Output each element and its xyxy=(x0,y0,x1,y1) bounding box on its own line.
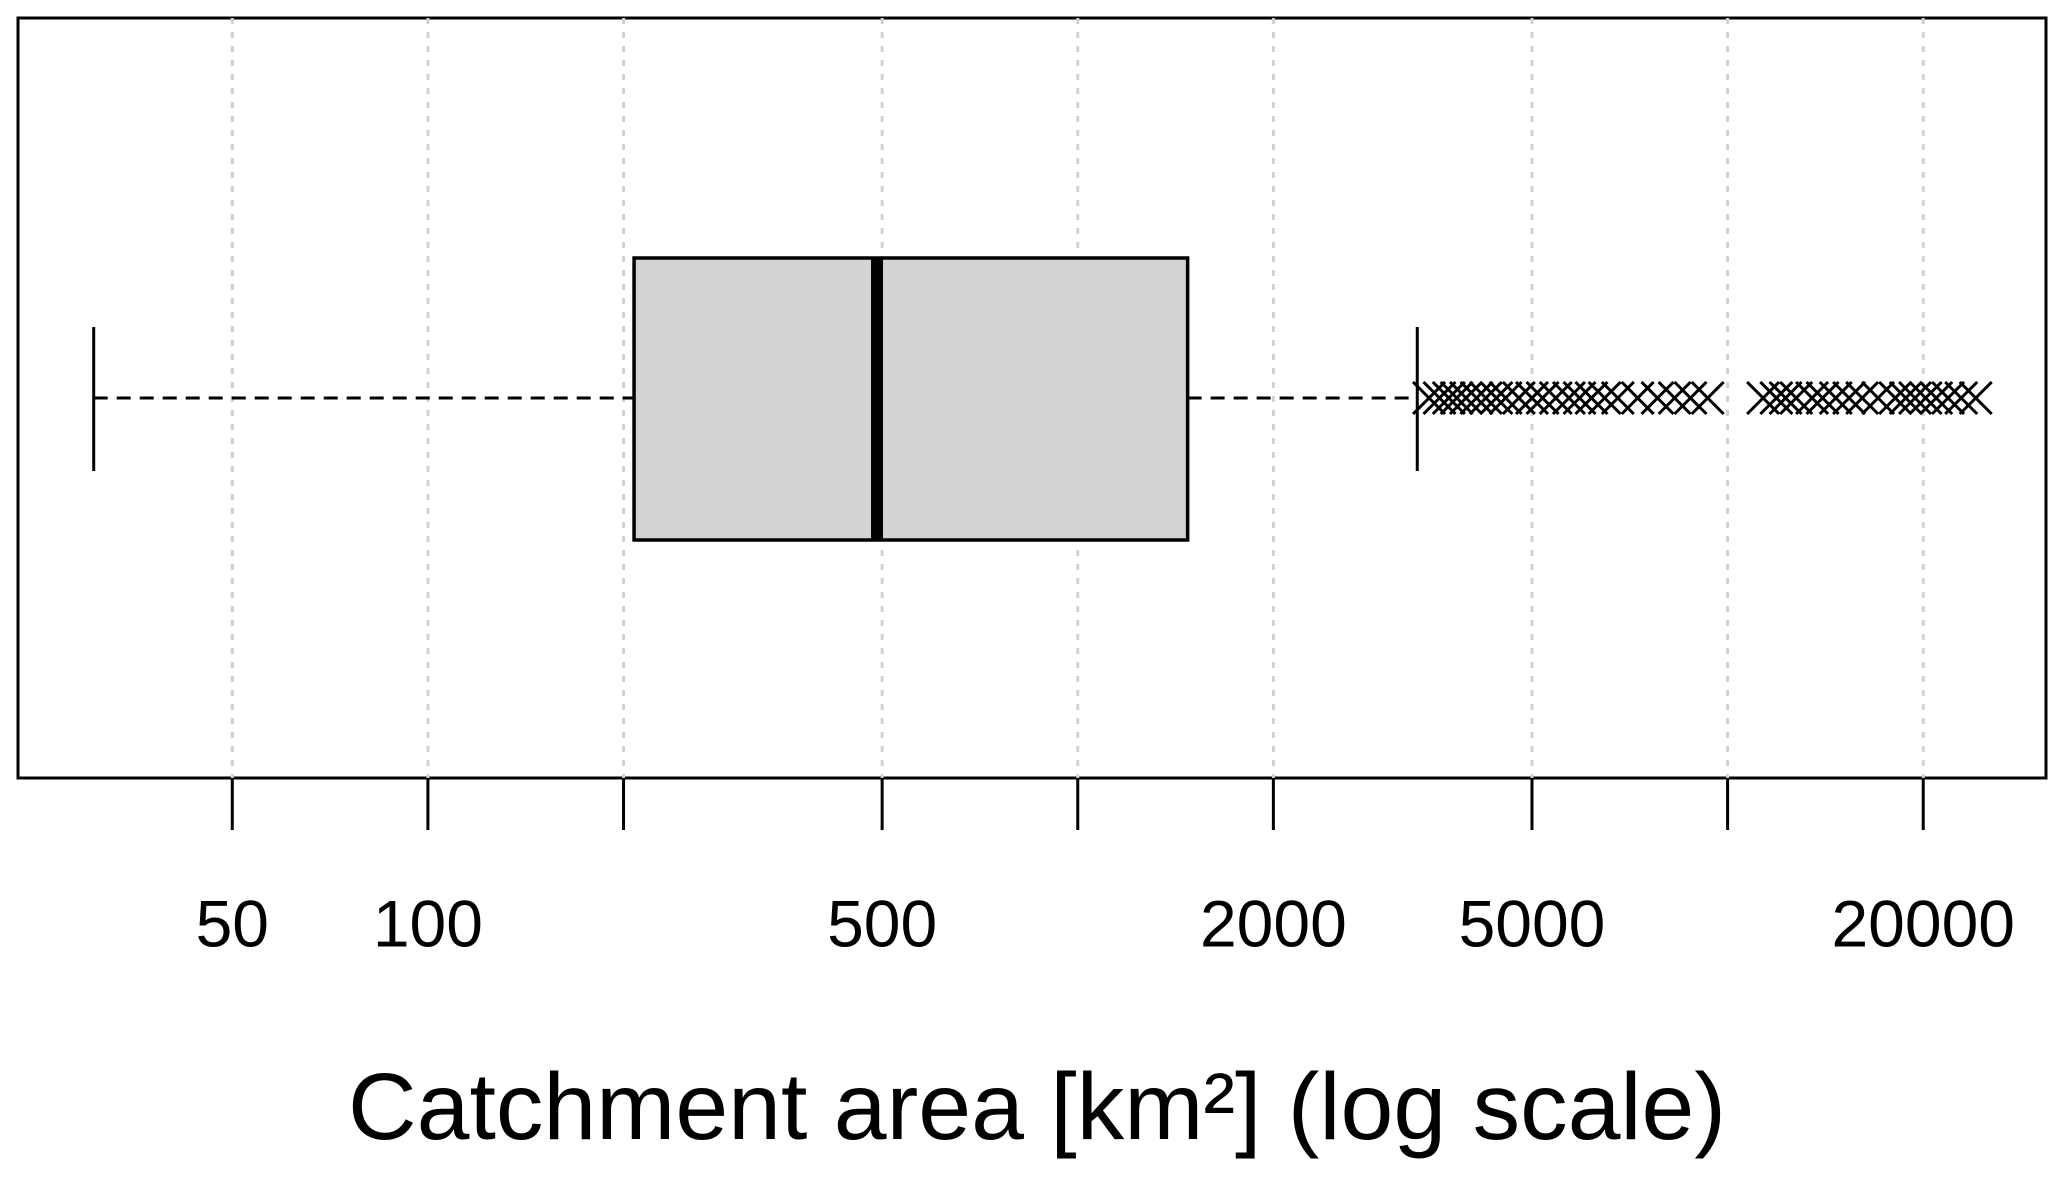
outlier xyxy=(1488,380,1523,416)
outlier xyxy=(1673,380,1708,416)
outlier xyxy=(1795,380,1830,416)
outlier xyxy=(1958,380,1993,416)
outlier xyxy=(1919,380,1954,416)
x-tick-label: 50 xyxy=(196,886,269,960)
outlier xyxy=(1525,380,1560,416)
outlier xyxy=(1832,380,1867,416)
outlier xyxy=(1587,380,1622,416)
plot-frame xyxy=(16,16,2048,780)
outlier xyxy=(1422,380,1457,416)
outlier xyxy=(1805,380,1840,416)
x-tick-label: 20000 xyxy=(1831,886,2015,960)
x-axis-title: Catchment area [km²] (log scale) xyxy=(348,1054,1726,1160)
box xyxy=(632,256,1190,542)
outlier xyxy=(1501,380,1536,416)
outlier xyxy=(1620,380,1655,416)
outlier xyxy=(1845,380,1880,416)
outlier xyxy=(1768,380,1803,416)
outlier xyxy=(1818,380,1853,416)
outlier xyxy=(1640,380,1675,416)
outlier xyxy=(1860,380,1896,416)
x-tick-label: 100 xyxy=(373,886,483,960)
outlier xyxy=(1562,380,1597,416)
outlier xyxy=(1431,380,1466,416)
x-tick-label: 2000 xyxy=(1200,886,1347,960)
outlier xyxy=(1538,380,1573,416)
outlier xyxy=(1944,380,1979,416)
outlier xyxy=(1514,380,1550,416)
x-tick-label: 500 xyxy=(827,886,937,960)
outlier xyxy=(1690,380,1725,416)
outlier xyxy=(1657,380,1692,416)
outlier xyxy=(1930,380,1966,416)
outlier xyxy=(1574,380,1609,416)
outlier xyxy=(1779,380,1814,416)
x-tick-label: 5000 xyxy=(1459,886,1606,960)
